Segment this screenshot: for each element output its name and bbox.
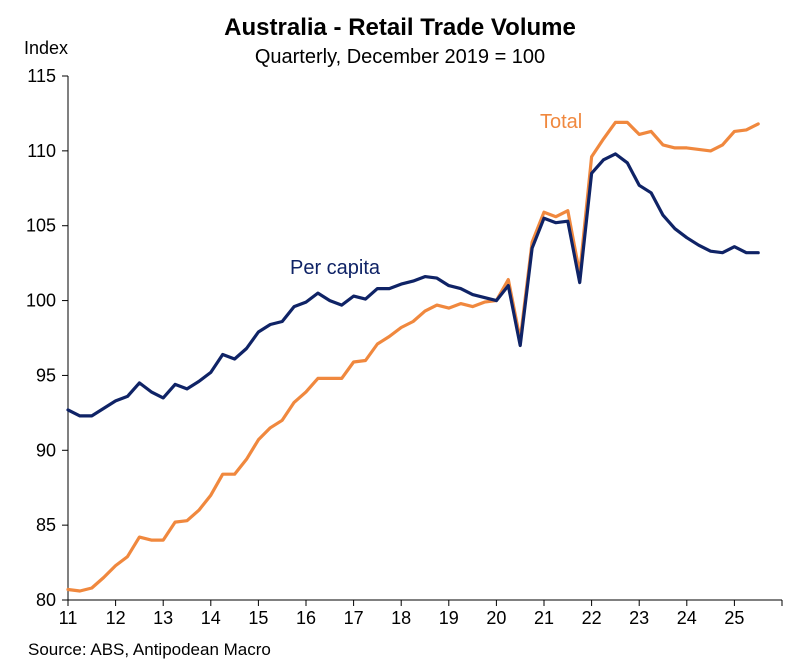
x-tick-label: 12 (106, 608, 126, 628)
y-tick-label: 110 (27, 141, 56, 161)
series-per-capita-line (66, 152, 760, 418)
chart-subtitle: Quarterly, December 2019 = 100 (254, 46, 546, 68)
label-total: Total (540, 111, 582, 133)
series-labels: Total Per capita (290, 111, 582, 279)
x-tick-label: 21 (534, 608, 554, 628)
x-tick-label: 13 (153, 608, 173, 628)
x-tick-label: 20 (486, 608, 506, 628)
source-note: Source: ABS, Antipodean Macro (28, 640, 271, 659)
x-tick-label: 25 (724, 608, 744, 628)
x-tick-label: 23 (629, 608, 649, 628)
x-tick-label: 15 (248, 608, 268, 628)
x-tick-label: 18 (391, 608, 411, 628)
x-tick-label: 17 (344, 608, 364, 628)
y-tick-label: 90 (36, 440, 56, 460)
axes: 80 85 90 95 100 105 110 115 11 12 13 14 15 16 17 18 19 20… (26, 66, 783, 628)
y-tick-label: 85 (36, 515, 56, 535)
y-tick-label: 115 (27, 66, 56, 86)
x-tick-label: 24 (677, 608, 697, 628)
y-tick-label: 100 (26, 291, 56, 311)
x-tick-label: 22 (582, 608, 602, 628)
x-tick-label: 11 (59, 608, 78, 628)
y-tick-label: 95 (36, 365, 56, 385)
chart-title: Australia - Retail Trade Volume (224, 14, 576, 41)
y-tick-label: 80 (36, 590, 56, 610)
x-tick-label: 14 (201, 608, 221, 628)
label-per-capita: Per capita (290, 257, 381, 279)
series-total-line (66, 120, 760, 593)
series-layer (66, 120, 760, 593)
x-tick-label: 16 (296, 608, 316, 628)
y-axis-label: Index (24, 38, 68, 58)
x-tick-label: 19 (439, 608, 459, 628)
y-tick-label: 105 (26, 216, 56, 236)
